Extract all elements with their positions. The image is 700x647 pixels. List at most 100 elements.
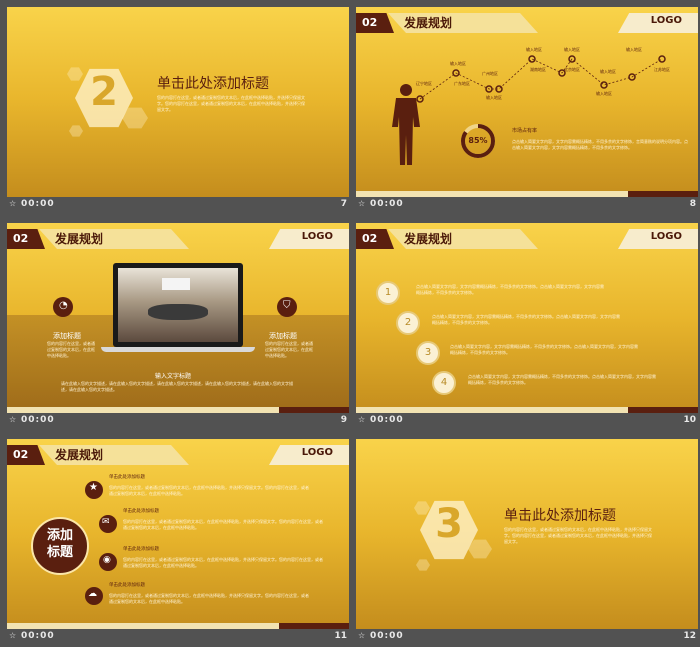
left-label: 添加标题 [53,332,81,340]
big-digit: 2 [90,69,118,115]
hex-decor [416,559,430,571]
header-band [39,445,189,465]
node-label: 输入地区 [600,69,616,74]
slide-10-canvas: 02 发展规划 LOGO 1 点击输入简要文字内容，文字内容需概括精炼，不用多余… [356,223,698,413]
weibo-icon: ◉ [99,553,117,571]
slide-body: 您的内容打在这里，或者通过复制您的文本后，在此框中选择粘贴，并选择只保留文字。您… [157,95,305,112]
slide-meta: ☆ 00:00 10 [356,414,698,429]
laptop-screen [113,263,243,347]
logo-band [618,13,698,33]
footer-bar [7,407,349,413]
node-label: 广州地区 [482,71,498,76]
star-icon[interactable]: ☆ [358,415,366,424]
header-title: 发展规划 [404,16,453,30]
item-title: 单击此处添加标题 [109,583,145,588]
businessman-icon [392,84,420,165]
logo: LOGO [650,231,682,242]
slide-thumb-7[interactable]: 2 单击此处添加标题 您的内容打在这里，或者通过复制您的文本后，在此框中选择粘贴… [7,7,349,213]
logo-band [618,229,698,249]
node-label: 输入地区 [596,91,612,96]
node-label: 广东地区 [454,81,470,86]
slide-thumb-9[interactable]: 02 发展规划 LOGO ◔ 添加标题 您的内容打在这里，或者通过复制您的文本后… [7,223,349,429]
logo: LOGO [301,447,333,458]
step-number: 1 [376,281,400,305]
logo: LOGO [650,15,682,26]
item-title: 单击此处添加标题 [123,547,159,552]
logo: LOGO [301,231,333,242]
node-label: 输入地区 [564,47,580,52]
input-title: 输入文字标题 [155,373,192,380]
item-title: 单击此处添加标题 [109,475,145,480]
compass-icon: ◔ [53,297,73,317]
slide-body: 您的内容打在这里，或者通过复制您的文本后，在此框中选择粘贴，并选择只保留文字。您… [504,527,652,544]
slide-meta: ☆ 00:00 7 [7,198,349,213]
node-label: 输入地区 [626,47,642,52]
slide-title: 单击此处添加标题 [504,508,616,524]
step-number: 4 [432,371,456,395]
slide-meta: ☆ 00:00 11 [7,630,349,645]
slide-8-canvas: 02 发展规划 LOGO 辽宁地区 输入地区 广东地区 广州地区 输入地区 输入… [356,7,698,197]
hex-decor [122,107,148,129]
laptop-base [101,347,255,352]
header-band [388,229,538,249]
slide-9-canvas: 02 发展规划 LOGO ◔ 添加标题 您的内容打在这里，或者通过复制您的文本后… [7,223,349,413]
star-icon[interactable]: ☆ [9,415,17,424]
slide-thumb-12[interactable]: 3 单击此处添加标题 您的内容打在这里，或者通过复制您的文本后，在此框中选择粘贴… [356,439,698,645]
wechat-icon: ✉ [99,515,117,533]
star-icon[interactable]: ☆ [9,199,17,208]
slide-meta: ☆ 00:00 12 [356,630,698,645]
node-label: 输入地区 [486,95,502,100]
footer-bar [356,407,698,413]
left-body: 您的内容打在这里，或者通过复制您的文本后，在此框中选择粘贴。 [47,341,95,358]
timeline-graph [416,55,666,103]
transition-time: 00:00 [21,199,55,209]
footer-bar [7,623,349,629]
transition-time: 00:00 [370,199,404,209]
circle-title-line2: 标题 [46,545,73,560]
slide-number: 10 [683,415,696,425]
slide-thumb-10[interactable]: 02 发展规划 LOGO 1 点击输入简要文字内容，文字内容需概括精炼，不用多余… [356,223,698,429]
section-badge: 02 [7,445,45,465]
slide-title: 单击此处添加标题 [157,76,269,92]
item-body: 您的内容打在这里，或者通过复制您的文本后，在此框中选择粘贴，并选择只保留文字。您… [109,485,309,496]
conference-table [148,304,208,320]
section-badge: 02 [356,13,394,33]
market-title: 市场占有率 [512,128,538,134]
node-label: 输入地区 [526,47,542,52]
logo-band [269,229,349,249]
slide-11-canvas: 02 发展规划 LOGO 添加 标题 ★ 单击此处添加标题 您的内容打在这里，或… [7,439,349,629]
slide-number: 9 [340,415,347,425]
screen-board [162,278,190,290]
step-text: 点击输入简要文字内容，文字内容需概括精炼，不用多余的文字修饰。点击输入简要文字内… [416,284,604,295]
percent-value: 85% [468,136,488,145]
star-icon[interactable]: ☆ [9,631,17,640]
item-body: 您的内容打在这里，或者通过复制您的文本后，在此框中选择粘贴，并选择只保留文字。您… [123,519,323,530]
slide-thumb-11[interactable]: 02 发展规划 LOGO 添加 标题 ★ 单击此处添加标题 您的内容打在这里，或… [7,439,349,645]
star-icon[interactable]: ☆ [358,631,366,640]
star-badge-icon: ★ [85,481,103,499]
section-badge: 02 [7,229,45,249]
chat-bubble-icon: ☁ [85,587,103,605]
step-number: 3 [416,341,440,365]
step-number: 2 [396,311,420,335]
circle-title-line1: 添加 [46,528,73,543]
market-body: 点击输入简要文字内容，文字内容需概括精炼，不用多余的文字修饰，言简意赅的说明分项… [512,139,688,150]
hex-decor [468,539,492,559]
transition-time: 00:00 [21,415,55,425]
slide-meta: ☆ 00:00 9 [7,414,349,429]
transition-time: 00:00 [21,631,55,641]
item-body: 您的内容打在这里，或者通过复制您的文本后，在此框中选择粘贴，并选择只保留文字。您… [109,593,309,604]
slide-thumb-8[interactable]: 02 发展规划 LOGO 辽宁地区 输入地区 广东地区 广州地区 输入地区 输入… [356,7,698,213]
right-label: 添加标题 [269,332,297,340]
hex-decor [69,125,83,137]
section-badge: 02 [356,229,394,249]
center-title-circle [31,517,89,575]
input-body: 请在此输入您的文字描述，请在此输入您的文字描述，请在此输入您的文字描述，请在此输… [61,381,293,392]
node-label: 湖南地区 [530,67,546,72]
star-icon[interactable]: ☆ [358,199,366,208]
header-title: 发展规划 [404,232,453,246]
slide-number: 7 [340,199,347,209]
shield-icon: ⛉ [277,297,297,317]
slide-number: 12 [683,631,696,641]
node-label: 江苏地区 [654,67,670,72]
